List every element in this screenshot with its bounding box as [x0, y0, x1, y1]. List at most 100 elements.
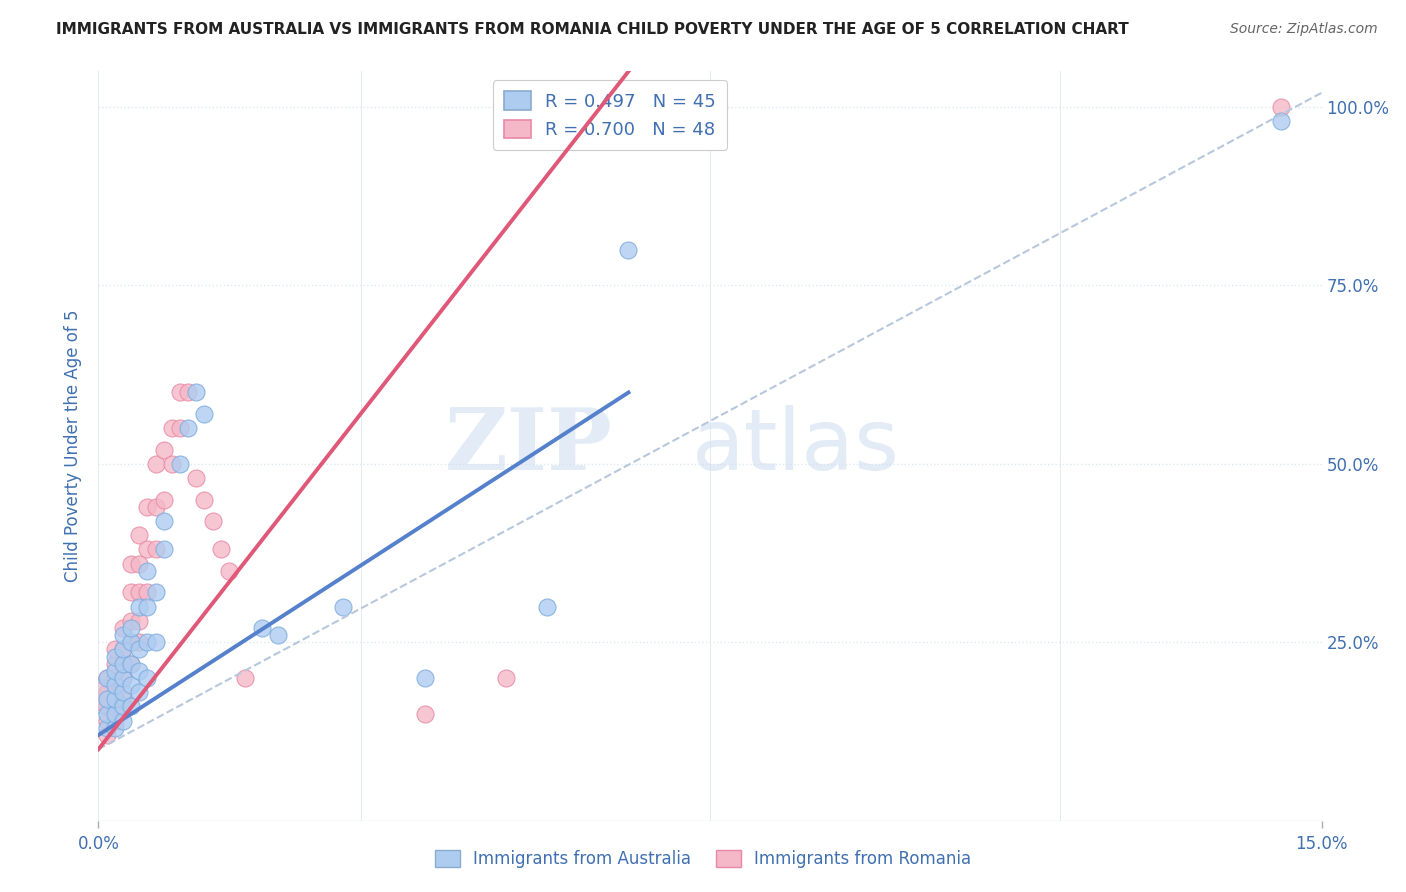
- Point: [145, 457, 167, 471]
- Point: [160, 457, 183, 471]
- Point: [120, 557, 142, 571]
- Point: [128, 585, 150, 599]
- Point: [136, 599, 159, 614]
- Text: Source: ZipAtlas.com: Source: ZipAtlas.com: [1230, 22, 1378, 37]
- Point: [136, 500, 159, 514]
- Point: [104, 699, 127, 714]
- Point: [96, 706, 118, 721]
- Point: [136, 564, 159, 578]
- Point: [186, 471, 208, 485]
- Point: [90, 689, 112, 703]
- Point: [111, 642, 134, 657]
- Point: [413, 671, 436, 685]
- Point: [104, 678, 127, 692]
- Point: [1270, 100, 1292, 114]
- Point: [90, 689, 112, 703]
- Point: [233, 671, 256, 685]
- Point: [96, 714, 118, 728]
- Point: [332, 599, 354, 614]
- Text: IMMIGRANTS FROM AUSTRALIA VS IMMIGRANTS FROM ROMANIA CHILD POVERTY UNDER THE AGE: IMMIGRANTS FROM AUSTRALIA VS IMMIGRANTS …: [56, 22, 1129, 37]
- Point: [120, 585, 142, 599]
- Point: [193, 407, 215, 421]
- Point: [104, 657, 127, 671]
- Point: [250, 621, 273, 635]
- Point: [495, 671, 517, 685]
- Point: [145, 585, 167, 599]
- Point: [120, 657, 142, 671]
- Point: [96, 685, 118, 699]
- Point: [169, 421, 191, 435]
- Point: [96, 671, 118, 685]
- Point: [128, 599, 150, 614]
- Point: [120, 678, 142, 692]
- Point: [218, 564, 240, 578]
- Point: [104, 714, 127, 728]
- Point: [145, 635, 167, 649]
- Point: [111, 685, 134, 699]
- Point: [96, 692, 118, 706]
- Point: [160, 421, 183, 435]
- Point: [267, 628, 290, 642]
- Point: [145, 500, 167, 514]
- Point: [96, 699, 118, 714]
- Point: [209, 542, 232, 557]
- Point: [136, 542, 159, 557]
- Point: [128, 664, 150, 678]
- Point: [201, 514, 224, 528]
- Point: [136, 635, 159, 649]
- Point: [104, 649, 127, 664]
- Point: [136, 585, 159, 599]
- Point: [104, 706, 127, 721]
- Point: [136, 671, 159, 685]
- Legend: Immigrants from Australia, Immigrants from Romania: Immigrants from Australia, Immigrants fr…: [427, 843, 979, 875]
- Y-axis label: Child Poverty Under the Age of 5: Child Poverty Under the Age of 5: [65, 310, 83, 582]
- Point: [128, 685, 150, 699]
- Point: [96, 728, 118, 742]
- Legend: R = 0.497   N = 45, R = 0.700   N = 48: R = 0.497 N = 45, R = 0.700 N = 48: [492, 80, 727, 150]
- Point: [96, 671, 118, 685]
- Point: [104, 692, 127, 706]
- Point: [128, 642, 150, 657]
- Point: [104, 671, 127, 685]
- Point: [413, 706, 436, 721]
- Point: [111, 621, 134, 635]
- Point: [111, 671, 134, 685]
- Point: [111, 628, 134, 642]
- Point: [128, 528, 150, 542]
- Point: [120, 657, 142, 671]
- Point: [111, 714, 134, 728]
- Text: ZIP: ZIP: [444, 404, 612, 488]
- Point: [104, 664, 127, 678]
- Point: [120, 635, 142, 649]
- Text: atlas: atlas: [692, 404, 900, 488]
- Point: [111, 657, 134, 671]
- Point: [177, 421, 200, 435]
- Point: [152, 492, 174, 507]
- Point: [104, 642, 127, 657]
- Point: [617, 243, 640, 257]
- Point: [186, 385, 208, 400]
- Point: [152, 514, 174, 528]
- Point: [120, 699, 142, 714]
- Point: [111, 692, 134, 706]
- Point: [111, 671, 134, 685]
- Point: [128, 557, 150, 571]
- Point: [111, 642, 134, 657]
- Point: [128, 614, 150, 628]
- Point: [152, 442, 174, 457]
- Point: [111, 657, 134, 671]
- Point: [193, 492, 215, 507]
- Point: [169, 457, 191, 471]
- Point: [120, 635, 142, 649]
- Point: [152, 542, 174, 557]
- Point: [1270, 114, 1292, 128]
- Point: [145, 542, 167, 557]
- Point: [111, 699, 134, 714]
- Point: [128, 635, 150, 649]
- Point: [104, 685, 127, 699]
- Point: [120, 621, 142, 635]
- Point: [96, 721, 118, 735]
- Point: [120, 614, 142, 628]
- Point: [104, 721, 127, 735]
- Point: [169, 385, 191, 400]
